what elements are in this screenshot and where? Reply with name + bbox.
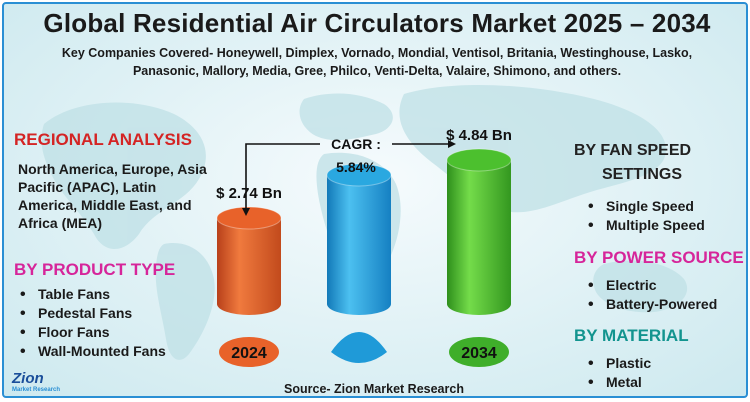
list-item: Floor Fans bbox=[16, 323, 166, 342]
list-item: Table Fans bbox=[16, 285, 166, 304]
chart-category-marker bbox=[331, 332, 387, 363]
product-type-list: Table Fans Pedestal Fans Floor Fans Wall… bbox=[16, 285, 166, 361]
list-item: Electric bbox=[584, 276, 717, 295]
cagr-value: 5.84% bbox=[336, 159, 376, 175]
fan-speed-heading-line2: SETTINGS bbox=[602, 166, 683, 183]
list-item: Metal bbox=[584, 373, 651, 392]
chart-value-label: $ 2.74 Bn bbox=[216, 185, 282, 202]
regional-analysis-heading: REGIONAL ANALYSIS bbox=[14, 130, 192, 149]
regional-analysis-text: North America, Europe, Asia Pacific (APA… bbox=[18, 161, 207, 231]
fan-speed-list: Single Speed Multiple Speed bbox=[584, 197, 705, 235]
chart-bar-mid bbox=[326, 163, 392, 315]
infographic: Global Residential Air Circulators Marke… bbox=[2, 2, 748, 398]
logo-word: Zion bbox=[12, 370, 44, 387]
svg-text:2024: 2024 bbox=[231, 345, 267, 362]
source-text: Source- Zion Market Research bbox=[284, 382, 464, 396]
power-source-list: Electric Battery-Powered bbox=[584, 276, 717, 314]
product-type-heading: BY PRODUCT TYPE bbox=[14, 260, 176, 279]
list-item: Multiple Speed bbox=[584, 216, 705, 235]
material-heading: BY MATERIAL bbox=[574, 326, 689, 345]
chart-bar-2024 bbox=[216, 206, 282, 315]
chart-bar-2034 bbox=[446, 148, 512, 315]
page-title: Global Residential Air Circulators Marke… bbox=[43, 8, 711, 38]
power-source-heading: BY POWER SOURCE bbox=[574, 248, 744, 267]
fan-speed-heading: BY FAN SPEED SETTINGS bbox=[574, 142, 744, 184]
cagr-arrow-down bbox=[245, 143, 320, 210]
market-size-chart: $ 2.74 Bn $ 4.84 Bn 2024 2034 CAGR : 5.84% bbox=[216, 127, 512, 367]
cagr-label: CAGR : bbox=[331, 136, 381, 152]
chart-value-label: $ 4.84 Bn bbox=[446, 127, 512, 144]
list-item: Plastic bbox=[584, 354, 651, 373]
chart-category-label: 2024 bbox=[219, 337, 279, 367]
list-item: Single Speed bbox=[584, 197, 705, 216]
zion-logo: Zion Market Research bbox=[12, 370, 61, 394]
fan-speed-heading-line1: BY FAN SPEED bbox=[574, 142, 692, 159]
key-companies-text: Key Companies Covered- Honeywell, Dimple… bbox=[61, 46, 693, 78]
chart-category-label: 2034 bbox=[449, 337, 509, 367]
list-item: Battery-Powered bbox=[584, 295, 717, 314]
list-item: Pedestal Fans bbox=[16, 304, 166, 323]
cagr-arrow-down-head bbox=[242, 208, 250, 216]
list-item: Wall-Mounted Fans bbox=[16, 342, 166, 361]
logo-sub: Market Research bbox=[12, 387, 61, 393]
material-list: Plastic Metal bbox=[584, 354, 651, 392]
cagr-arrow-right-head bbox=[448, 140, 456, 148]
svg-text:2034: 2034 bbox=[461, 345, 497, 362]
